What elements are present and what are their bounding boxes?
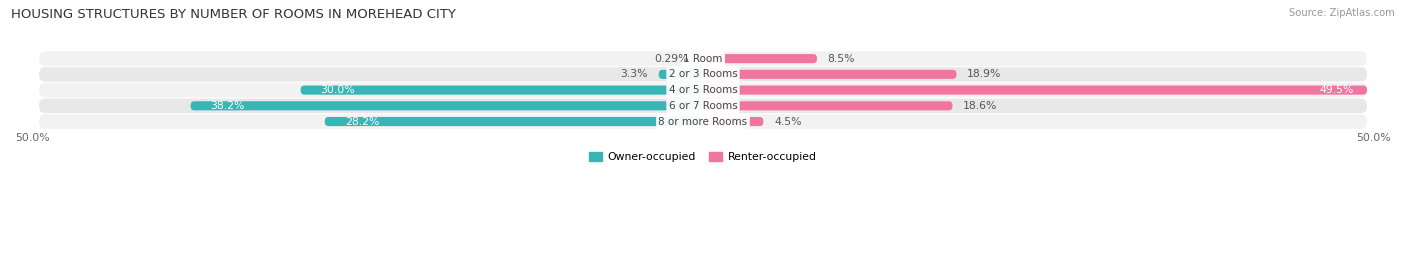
Text: 30.0%: 30.0% bbox=[321, 85, 356, 95]
Text: 8 or more Rooms: 8 or more Rooms bbox=[658, 116, 748, 126]
FancyBboxPatch shape bbox=[703, 117, 763, 126]
Text: Source: ZipAtlas.com: Source: ZipAtlas.com bbox=[1289, 8, 1395, 18]
Text: 18.6%: 18.6% bbox=[963, 101, 998, 111]
FancyBboxPatch shape bbox=[191, 101, 703, 110]
Legend: Owner-occupied, Renter-occupied: Owner-occupied, Renter-occupied bbox=[585, 148, 821, 167]
FancyBboxPatch shape bbox=[703, 54, 817, 63]
FancyBboxPatch shape bbox=[39, 51, 1367, 66]
Text: 18.9%: 18.9% bbox=[967, 69, 1001, 79]
Text: 4 or 5 Rooms: 4 or 5 Rooms bbox=[669, 85, 737, 95]
FancyBboxPatch shape bbox=[703, 101, 952, 110]
Text: 1 Room: 1 Room bbox=[683, 54, 723, 64]
FancyBboxPatch shape bbox=[325, 117, 703, 126]
Text: 3.3%: 3.3% bbox=[620, 69, 648, 79]
FancyBboxPatch shape bbox=[703, 86, 1367, 95]
Text: 49.5%: 49.5% bbox=[1319, 85, 1354, 95]
Text: 4.5%: 4.5% bbox=[775, 116, 801, 126]
Text: 8.5%: 8.5% bbox=[828, 54, 855, 64]
Text: 38.2%: 38.2% bbox=[211, 101, 245, 111]
Text: 6 or 7 Rooms: 6 or 7 Rooms bbox=[669, 101, 737, 111]
FancyBboxPatch shape bbox=[39, 98, 1367, 113]
Text: 0.29%: 0.29% bbox=[654, 54, 689, 64]
FancyBboxPatch shape bbox=[39, 114, 1367, 129]
FancyBboxPatch shape bbox=[39, 83, 1367, 97]
Text: 2 or 3 Rooms: 2 or 3 Rooms bbox=[669, 69, 737, 79]
Text: HOUSING STRUCTURES BY NUMBER OF ROOMS IN MOREHEAD CITY: HOUSING STRUCTURES BY NUMBER OF ROOMS IN… bbox=[11, 8, 456, 21]
Text: 28.2%: 28.2% bbox=[344, 116, 380, 126]
FancyBboxPatch shape bbox=[659, 70, 703, 79]
FancyBboxPatch shape bbox=[699, 54, 703, 63]
FancyBboxPatch shape bbox=[39, 67, 1367, 82]
FancyBboxPatch shape bbox=[703, 70, 956, 79]
FancyBboxPatch shape bbox=[301, 86, 703, 95]
